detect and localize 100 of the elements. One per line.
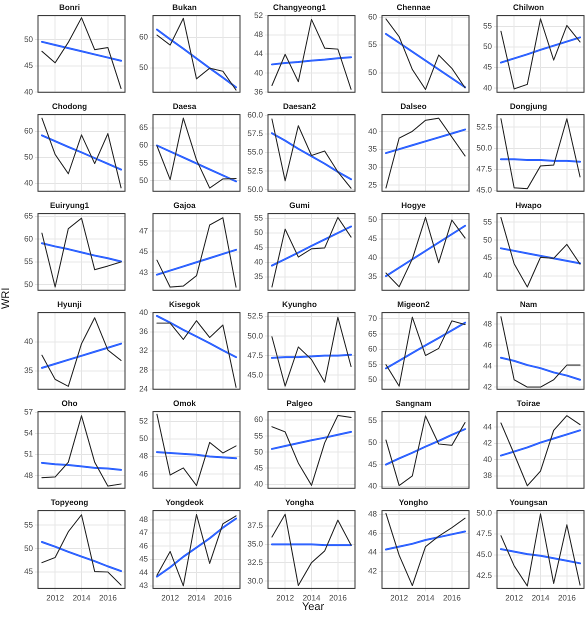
y-tick-label: 47.5 (476, 529, 493, 538)
y-tick-label: 50 (483, 235, 493, 244)
y-tick-label: 48 (138, 452, 148, 461)
y-tick-label: 40 (368, 482, 378, 491)
y-tick-label: 25 (368, 180, 378, 190)
y-tick-label: 44 (254, 49, 264, 58)
chart-title: Yongho (399, 498, 429, 508)
y-tick-label: 55.0 (247, 148, 264, 157)
y-tick-label: 44 (138, 568, 148, 577)
y-tick-label: 50 (24, 544, 34, 553)
y-tick-label: 60 (138, 32, 148, 42)
chart-title: Palgeo (286, 399, 312, 408)
y-tick-label: 46 (483, 340, 493, 350)
y-tick-label: 50.0 (247, 184, 264, 194)
y-tick-label: 48 (24, 470, 34, 480)
y-tick-label: 40 (24, 87, 34, 96)
y-tick-label: 45 (138, 554, 148, 564)
y-tick-label: 35.0 (247, 540, 264, 549)
x-tick-label: 2012 (505, 593, 524, 602)
y-tick-label: 32.5 (247, 558, 264, 567)
x-tick-label: 2016 (558, 593, 576, 602)
y-tick-label: 45 (254, 242, 264, 252)
y-tick-label: 52.5 (247, 166, 264, 176)
chart-title: Topyeong (50, 498, 88, 508)
x-tick-label: 2012 (390, 593, 409, 602)
y-tick-label: 55 (24, 257, 34, 266)
x-tick-label: 2014 (187, 593, 206, 602)
y-tick-label: 40 (368, 126, 378, 136)
chart-title: Chodong (52, 102, 88, 112)
y-tick-label: 45 (368, 234, 378, 243)
y-tick-label: 44 (368, 548, 378, 557)
y-tick-label: 45.0 (476, 186, 493, 195)
y-tick-label: 40 (24, 178, 34, 188)
y-tick-label: 50 (24, 280, 34, 289)
x-tick-label: 2012 (276, 593, 294, 602)
chart-title: Hwapo (516, 201, 542, 210)
chart-title: Dongjung (510, 102, 548, 112)
chart-title: Hogye (402, 201, 427, 210)
y-tick-label: 35 (24, 366, 34, 375)
y-tick-label: 40 (483, 271, 493, 280)
y-tick-label: 45 (138, 247, 148, 256)
y-tick-label: 35 (368, 144, 378, 154)
x-tick-label: 2016 (98, 593, 118, 602)
y-tick-label: 60 (138, 140, 148, 150)
chart-title: Nam (520, 300, 538, 310)
y-tick-label: 55 (24, 520, 34, 530)
chart-title: Daesan2 (282, 102, 316, 112)
y-tick-label: 47 (138, 226, 148, 236)
x-tick-label: 2016 (443, 593, 462, 602)
y-tick-label: 45 (254, 463, 264, 472)
y-tick-label: 35 (368, 272, 378, 282)
chart-title: Yongha (284, 498, 314, 508)
chart-title: Omok (172, 399, 196, 408)
y-tick-label: 42.5 (476, 571, 493, 580)
y-tick-label: 40 (254, 258, 264, 267)
y-tick-label: 60 (254, 415, 264, 424)
y-tick-label: 60 (24, 234, 34, 244)
y-tick-label: 55 (368, 40, 378, 50)
y-tick-label: 45.0 (247, 370, 264, 380)
y-tick-label: 70 (368, 314, 378, 323)
chart-title: Daesa (172, 102, 197, 112)
x-tick-label: 2016 (214, 593, 232, 602)
y-tick-label: 47.5 (247, 350, 264, 360)
y-tick-label: 52.5 (476, 122, 493, 132)
y-tick-label: 55 (483, 22, 493, 31)
y-tick-label: 38 (483, 471, 493, 480)
y-tick-label: 55 (368, 416, 378, 425)
y-tick-label: 45.0 (476, 550, 493, 560)
chart-title: Toirae (516, 399, 541, 408)
y-tick-label: 46 (368, 528, 378, 538)
y-tick-label: 36 (254, 87, 264, 96)
y-tick-label: 47.5 (476, 164, 493, 174)
y-tick-label: 46 (138, 541, 148, 550)
y-tick-label: 45 (24, 567, 34, 576)
y-tick-label: 55 (254, 214, 264, 222)
y-tick-label: 50 (24, 152, 34, 162)
y-tick-label: 30 (368, 162, 378, 172)
y-tick-label: 48 (368, 510, 378, 519)
x-tick-label: 2016 (328, 593, 347, 602)
y-tick-label: 50 (254, 228, 264, 238)
y-tick-label: 37.5 (247, 521, 264, 530)
y-tick-label: 50 (368, 375, 378, 384)
y-tick-label: 50.0 (247, 331, 264, 340)
y-tick-label: 60 (368, 344, 378, 354)
y-tick-label: 36 (138, 326, 148, 336)
y-tick-label: 50.0 (476, 143, 493, 152)
y-tick-label: 50.0 (476, 508, 493, 518)
chart-title: Yongdeok (165, 498, 204, 508)
y-tick-label: 50 (368, 438, 378, 447)
chart-title: Bonri (59, 3, 80, 12)
y-tick-label: 55 (368, 360, 378, 369)
y-tick-label: 44 (483, 361, 493, 370)
y-tick-label: 52.5 (247, 312, 264, 321)
y-tick-label: 50 (138, 63, 148, 72)
y-tick-label: 28 (138, 365, 148, 374)
y-tick-label: 48 (254, 30, 264, 39)
chart-title: Hyunji (57, 300, 82, 310)
y-tick-label: 60 (368, 12, 378, 22)
y-tick-label: 60 (24, 126, 34, 136)
y-tick-label: 48 (483, 319, 493, 328)
